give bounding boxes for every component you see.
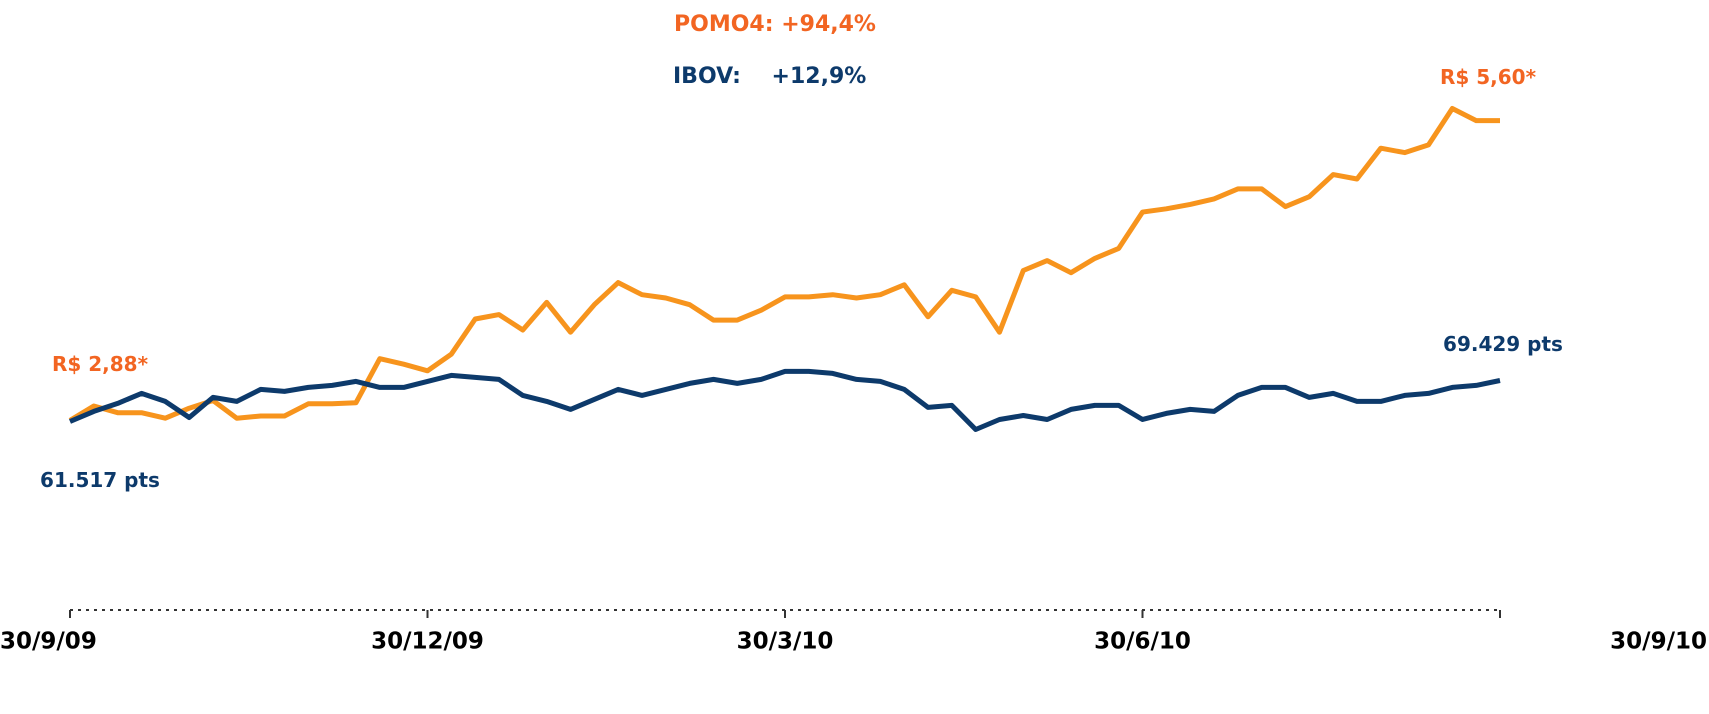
annotation: POMO4: +94,4%	[674, 12, 876, 37]
x-tick-label: 30/9/09	[0, 629, 97, 655]
start-label: 61.517 pts	[40, 468, 160, 492]
start-label: R$ 2,88*	[52, 352, 149, 376]
x-tick-label: 30/6/10	[1094, 629, 1191, 655]
end-label: 69.429 pts	[1443, 332, 1563, 356]
end-label: R$ 5,60*	[1440, 65, 1537, 89]
x-tick-label: 30/12/09	[371, 629, 484, 655]
annotation: IBOV: +12,9%	[673, 64, 866, 89]
series-line	[69, 368, 1501, 432]
x-tick-label: 30/9/10	[1610, 629, 1707, 655]
x-tick-label: 30/3/10	[737, 629, 834, 655]
series-line	[68, 106, 1500, 423]
